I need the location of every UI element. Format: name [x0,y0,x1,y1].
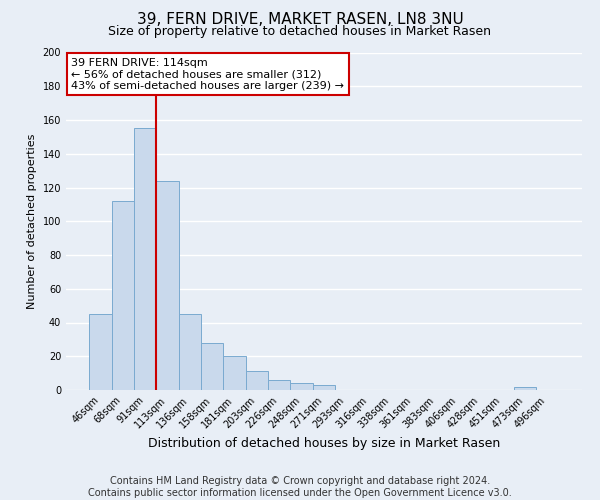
Bar [223,356,246,390]
Text: Contains HM Land Registry data © Crown copyright and database right 2024.
Contai: Contains HM Land Registry data © Crown c… [88,476,512,498]
Bar [112,201,134,390]
Bar [514,386,536,390]
Text: Size of property relative to detached houses in Market Rasen: Size of property relative to detached ho… [109,25,491,38]
Bar [290,383,313,390]
Bar [157,180,179,390]
Bar [179,314,201,390]
Bar [313,385,335,390]
Text: 39 FERN DRIVE: 114sqm
← 56% of detached houses are smaller (312)
43% of semi-det: 39 FERN DRIVE: 114sqm ← 56% of detached … [71,58,344,91]
X-axis label: Distribution of detached houses by size in Market Rasen: Distribution of detached houses by size … [148,436,500,450]
Y-axis label: Number of detached properties: Number of detached properties [27,134,37,309]
Bar [89,314,112,390]
Text: 39, FERN DRIVE, MARKET RASEN, LN8 3NU: 39, FERN DRIVE, MARKET RASEN, LN8 3NU [137,12,463,28]
Bar [246,372,268,390]
Bar [201,343,223,390]
Bar [134,128,157,390]
Bar [268,380,290,390]
